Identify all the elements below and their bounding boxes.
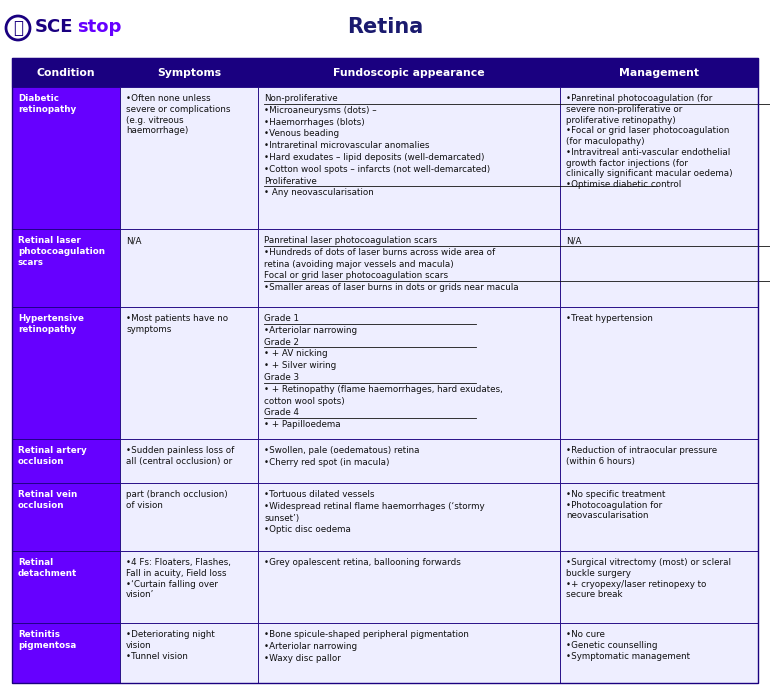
Bar — [120, 87, 258, 229]
Bar — [12, 551, 120, 623]
Text: •4 Fs: Floaters, Flashes,
Fall in acuity, Field loss
•‘Curtain falling over
visi: •4 Fs: Floaters, Flashes, Fall in acuity… — [126, 558, 231, 599]
Text: •Reduction of intraocular pressure
(within 6 hours): •Reduction of intraocular pressure (with… — [566, 446, 718, 466]
Text: Symptoms: Symptoms — [157, 68, 221, 77]
Bar — [120, 551, 258, 623]
Text: •Panretinal photocoagulation (for
severe non-proliferative or
proliferative reti: •Panretinal photocoagulation (for severe… — [566, 94, 733, 189]
Bar — [120, 439, 258, 483]
Text: •Hard exudates – lipid deposits (well-demarcated): •Hard exudates – lipid deposits (well-de… — [264, 153, 484, 162]
Bar — [12, 483, 120, 551]
Bar — [12, 58, 758, 683]
Text: Diabetic
retinopathy: Diabetic retinopathy — [18, 94, 76, 114]
Text: Retina: Retina — [346, 17, 424, 37]
Text: Non-proliferative: Non-proliferative — [264, 94, 338, 103]
Text: •Arteriolar narrowing: •Arteriolar narrowing — [264, 325, 357, 335]
Text: •Often none unless
severe or complications
(e.g. vitreous
haemorrhage): •Often none unless severe or complicatio… — [126, 94, 231, 135]
Bar — [12, 87, 120, 229]
Text: Proliferative: Proliferative — [264, 176, 317, 185]
Text: • + Silver wiring: • + Silver wiring — [264, 361, 336, 370]
Bar — [561, 229, 758, 307]
Text: • + Papilloedema: • + Papilloedema — [264, 420, 341, 429]
Text: •Deteriorating night
vision
•Tunnel vision: •Deteriorating night vision •Tunnel visi… — [126, 630, 215, 661]
Text: Ⓞ: Ⓞ — [13, 19, 23, 37]
Bar — [258, 439, 561, 483]
Text: •Intraretinal microvascular anomalies: •Intraretinal microvascular anomalies — [264, 141, 430, 150]
Text: •Swollen, pale (oedematous) retina: •Swollen, pale (oedematous) retina — [264, 446, 420, 455]
Text: •Optic disc oedema: •Optic disc oedema — [264, 526, 351, 535]
Bar — [258, 87, 561, 229]
Text: Retinal artery
occlusion: Retinal artery occlusion — [18, 446, 87, 466]
Text: Retinal laser
photocoagulation
scars: Retinal laser photocoagulation scars — [18, 236, 105, 266]
Bar — [258, 307, 561, 439]
Text: Condition: Condition — [37, 68, 95, 77]
Text: N/A: N/A — [566, 236, 582, 245]
Bar — [258, 483, 561, 551]
Text: Grade 3: Grade 3 — [264, 373, 300, 382]
Text: •Arteriolar narrowing: •Arteriolar narrowing — [264, 642, 357, 651]
Text: • + Retinopathy (flame haemorrhages, hard exudates,: • + Retinopathy (flame haemorrhages, har… — [264, 385, 503, 394]
Text: retina (avoiding major vessels and macula): retina (avoiding major vessels and macul… — [264, 259, 454, 268]
Bar — [12, 307, 120, 439]
Bar — [12, 623, 120, 683]
Bar — [12, 439, 120, 483]
Text: •Waxy disc pallor: •Waxy disc pallor — [264, 654, 341, 663]
Text: •Most patients have no
symptoms: •Most patients have no symptoms — [126, 314, 228, 334]
Bar — [561, 439, 758, 483]
Bar — [12, 58, 758, 87]
Text: Retinal vein
occlusion: Retinal vein occlusion — [18, 490, 77, 510]
Text: •Haemorrhages (blots): •Haemorrhages (blots) — [264, 118, 365, 127]
Text: • + AV nicking: • + AV nicking — [264, 349, 328, 358]
Text: •Smaller areas of laser burns in dots or grids near macula: •Smaller areas of laser burns in dots or… — [264, 283, 519, 292]
Bar — [258, 229, 561, 307]
Text: Hypertensive
retinopathy: Hypertensive retinopathy — [18, 314, 84, 334]
Text: Grade 4: Grade 4 — [264, 408, 300, 418]
Text: N/A: N/A — [126, 236, 142, 245]
Bar — [561, 307, 758, 439]
Text: •Surgical vitrectomy (most) or scleral
buckle surgery
•+ cryopexy/laser retinope: •Surgical vitrectomy (most) or scleral b… — [566, 558, 732, 599]
Text: •Venous beading: •Venous beading — [264, 130, 340, 139]
Bar — [258, 623, 561, 683]
Text: •Sudden painless loss of
all (central occlusion) or: •Sudden painless loss of all (central oc… — [126, 446, 234, 466]
Bar — [561, 483, 758, 551]
Bar — [12, 229, 120, 307]
Text: Grade 2: Grade 2 — [264, 337, 300, 346]
Text: •Widespread retinal flame haemorrhages (‘stormy: •Widespread retinal flame haemorrhages (… — [264, 502, 485, 511]
Text: Retinal
detachment: Retinal detachment — [18, 558, 77, 578]
Text: •Cotton wool spots – infarcts (not well-demarcated): •Cotton wool spots – infarcts (not well-… — [264, 164, 490, 174]
Text: Management: Management — [619, 68, 699, 77]
Text: •Grey opalescent retina, ballooning forwards: •Grey opalescent retina, ballooning forw… — [264, 558, 461, 567]
Bar — [561, 551, 758, 623]
Text: •Cherry red spot (in macula): •Cherry red spot (in macula) — [264, 458, 390, 467]
Text: •Microaneurysms (dots) –: •Microaneurysms (dots) – — [264, 106, 380, 115]
Text: •No specific treatment
•Photocoagulation for
neovascularisation: •No specific treatment •Photocoagulation… — [566, 490, 666, 521]
Bar — [120, 623, 258, 683]
Bar — [120, 229, 258, 307]
Text: Panretinal laser photocoagulation scars: Panretinal laser photocoagulation scars — [264, 236, 437, 245]
Text: •Bone spicule-shaped peripheral pigmentation: •Bone spicule-shaped peripheral pigmenta… — [264, 630, 469, 639]
Text: •Treat hypertension: •Treat hypertension — [566, 314, 653, 323]
Text: Retinitis
pigmentosa: Retinitis pigmentosa — [18, 630, 76, 650]
Text: Focal or grid laser photocoagulation scars: Focal or grid laser photocoagulation sca… — [264, 271, 448, 280]
Bar — [120, 483, 258, 551]
Text: •No cure
•Genetic counselling
•Symptomatic management: •No cure •Genetic counselling •Symptomat… — [566, 630, 691, 661]
Text: stop: stop — [77, 18, 122, 36]
Text: Grade 1: Grade 1 — [264, 314, 300, 323]
Text: cotton wool spots): cotton wool spots) — [264, 397, 345, 406]
Bar — [258, 551, 561, 623]
Bar — [120, 307, 258, 439]
Text: •Tortuous dilated vessels: •Tortuous dilated vessels — [264, 490, 375, 499]
Bar — [561, 87, 758, 229]
Text: part (branch occlusion)
of vision: part (branch occlusion) of vision — [126, 490, 228, 510]
Bar — [561, 623, 758, 683]
Text: •Hundreds of dots of laser burns across wide area of: •Hundreds of dots of laser burns across … — [264, 248, 495, 256]
Text: sunset’): sunset’) — [264, 514, 300, 523]
Text: Fundoscopic appearance: Fundoscopic appearance — [333, 68, 485, 77]
Text: • Any neovascularisation: • Any neovascularisation — [264, 188, 374, 197]
Text: SCE: SCE — [35, 18, 73, 36]
